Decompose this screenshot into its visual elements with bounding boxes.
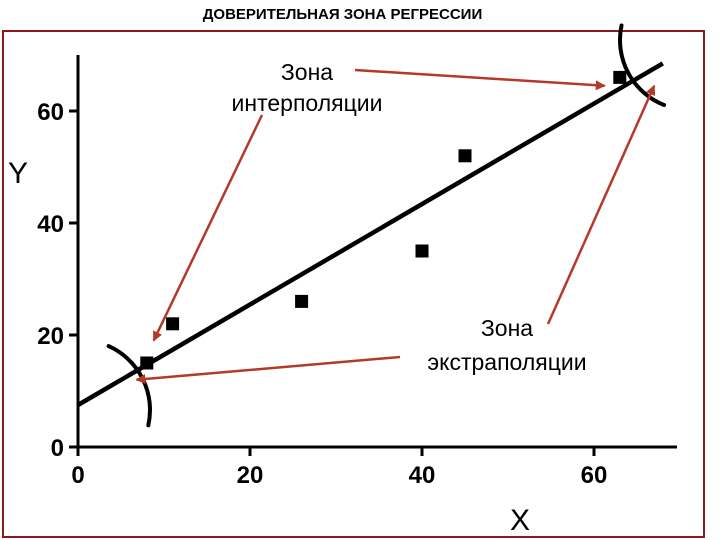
- x-tick-label-60: 60: [581, 462, 608, 489]
- arrow-interpolation-to-right: [354, 68, 606, 91]
- arrow-extrapolation-to-right: [546, 84, 656, 325]
- data-points: [140, 70, 627, 370]
- x-tick-label-20: 20: [237, 462, 264, 489]
- chart-frame: [2, 30, 705, 538]
- x-tick-label-40: 40: [409, 462, 436, 489]
- y-tick-label-60: 60: [37, 99, 64, 126]
- y-axis-label: Y: [8, 157, 28, 190]
- y-tick-label-40: 40: [37, 211, 64, 238]
- data-point-1: [140, 356, 154, 370]
- annotation-arrows: [135, 68, 656, 385]
- x-axis-label: X: [510, 504, 530, 537]
- annotation-extrapolation-line1: Зона: [481, 315, 533, 341]
- regression-line: [76, 61, 664, 407]
- y-tick-label-0: 0: [51, 435, 64, 462]
- data-point-3: [295, 294, 309, 308]
- annotation-interpolation-line1: Зона: [281, 59, 333, 85]
- zone-arc-right: [618, 23, 667, 108]
- annotation-interpolation-line2: интерполяции: [232, 90, 383, 116]
- arrow-interpolation-to-left: [152, 114, 264, 342]
- annotation-extrapolation-line2: экстраполяции: [427, 349, 586, 375]
- data-point-4: [415, 244, 429, 258]
- data-point-6: [613, 70, 627, 84]
- data-point-2: [166, 317, 180, 331]
- y-tick-label-20: 20: [37, 323, 64, 350]
- ticks: 0 20 40 60 0 20 40 60: [37, 99, 607, 489]
- axes: [76, 55, 677, 449]
- x-tick-label-0: 0: [71, 462, 84, 489]
- data-point-5: [458, 149, 472, 163]
- chart-title: ДОВЕРИТЕЛЬНАЯ ЗОНА РЕГРЕССИИ: [202, 6, 483, 23]
- regression-group: [76, 61, 664, 407]
- arrow-extrapolation-to-left: [135, 355, 401, 385]
